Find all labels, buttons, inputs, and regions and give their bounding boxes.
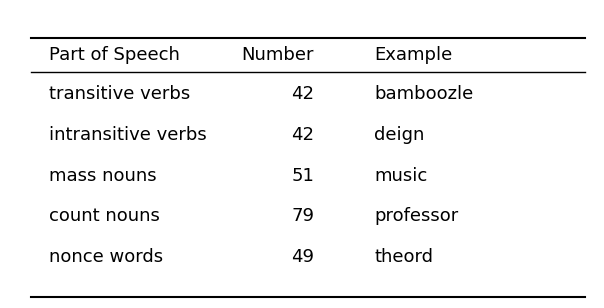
Text: deign: deign [374, 126, 425, 144]
Text: theord: theord [374, 248, 433, 266]
Text: Example: Example [374, 46, 452, 64]
Text: Part of Speech: Part of Speech [50, 46, 181, 64]
Text: mass nouns: mass nouns [50, 167, 157, 185]
Text: professor: professor [374, 207, 458, 225]
Text: bamboozle: bamboozle [374, 86, 474, 103]
Text: 51: 51 [291, 167, 314, 185]
Text: count nouns: count nouns [50, 207, 160, 225]
Text: music: music [374, 167, 428, 185]
Text: 79: 79 [291, 207, 314, 225]
Text: 42: 42 [291, 86, 314, 103]
Text: 49: 49 [291, 248, 314, 266]
Text: 42: 42 [291, 126, 314, 144]
Text: nonce words: nonce words [50, 248, 164, 266]
Text: Number: Number [242, 46, 314, 64]
Text: intransitive verbs: intransitive verbs [50, 126, 207, 144]
Text: transitive verbs: transitive verbs [50, 86, 191, 103]
